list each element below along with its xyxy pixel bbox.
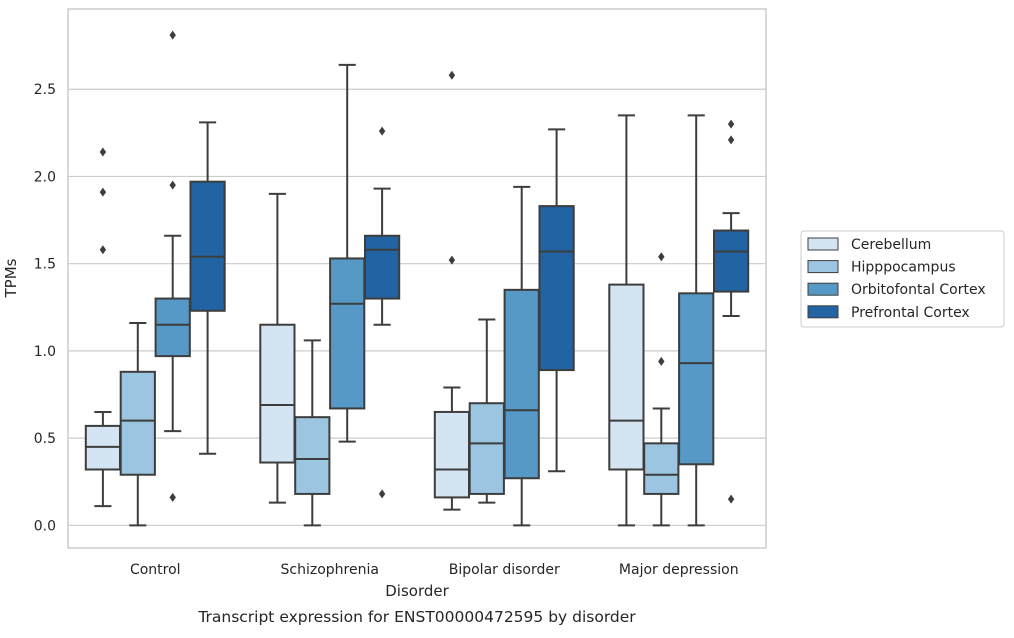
legend-frame [800,230,1005,328]
outlier-point [727,119,735,129]
outlier-point [99,147,107,157]
box [608,283,645,471]
outlier-point [658,356,665,366]
outlier-point [658,252,665,262]
outlier-point [99,245,107,255]
outlier-point [378,126,386,136]
chart-title: Transcript expression for ENST0000047259… [197,608,636,626]
box-series [84,30,750,527]
box [712,229,750,293]
box [154,297,191,358]
x-tick-label: Schizophrenia [281,562,379,578]
outlier-point [99,187,107,197]
legend-label: Orbitofontal Cortex [851,282,986,298]
y-tick-label: 0.5 [34,431,56,447]
y-tick-label: 1.0 [34,344,56,360]
outlier-point [448,255,456,265]
legend-items: Cerebellum Hipppocampus Orbitofontal Corte… [807,237,986,321]
x-tick-label: Control [130,562,181,578]
legend-label: Prefrontal Cortex [851,305,970,321]
box [433,410,471,499]
series-hipppocampus [119,252,680,527]
legend-swatch [807,260,839,274]
box [503,288,540,480]
outlier-point [169,180,176,190]
y-tick-label: 2.5 [34,82,56,98]
box [468,402,505,495]
legend-swatch [807,237,839,251]
y-tick-label: 1.5 [34,257,56,273]
y-axis-label: TPMs [2,258,20,298]
legend-label: Hipppocampus [851,260,956,276]
x-tick-label: Major depression [619,562,739,578]
box [678,292,715,466]
outlier-point [378,489,386,499]
outlier-point [727,494,735,504]
legend-swatch [807,305,839,319]
legend-label: Cerebellum [851,237,931,253]
outlier-point [169,30,176,40]
y-axis-ticks: 0.0 0.5 1.0 1.5 2.0 2.5 [34,82,56,534]
x-axis-ticks: Control Schizophrenia Bipolar disorder Majo… [130,562,739,578]
legend: Cerebellum Hipppocampus Orbitofontal Corte… [800,230,1005,328]
box [189,180,226,312]
legend-swatch [807,282,839,296]
y-tick-label: 2.0 [34,169,56,185]
box [294,416,331,495]
outlier-point [169,492,176,502]
box [538,205,575,372]
box [363,234,401,300]
outlier-point [448,70,456,80]
series-prefrontal-cortex [189,119,750,504]
outlier-point [727,135,735,145]
y-tick-label: 0.0 [34,518,56,534]
x-tick-label: Bipolar disorder [449,562,560,578]
x-axis-label: Disorder [385,582,449,600]
box [119,370,156,476]
box [643,442,680,495]
series-cerebellum [84,70,645,527]
box [259,323,296,464]
box [329,257,366,410]
series-orbitofontal-cortex [154,30,715,527]
